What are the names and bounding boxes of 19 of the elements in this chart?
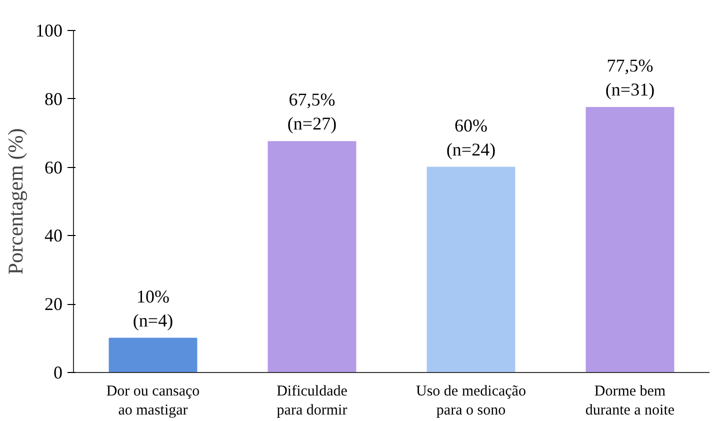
y-tick-label: 20 (44, 294, 62, 314)
data-label: 77,5% (n=31) (605, 55, 655, 100)
data-label: 67,5% (n=27) (287, 90, 337, 134)
y-tick-label: 0 (54, 362, 62, 382)
y-tick-label: 100 (36, 20, 62, 40)
bar (268, 141, 356, 372)
x-tick-label: Dorme bem durante a noite (585, 384, 675, 419)
y-tick-label: 40 (44, 226, 62, 246)
x-tick-label: Dificuldade para dormir (276, 384, 348, 419)
x-tick-label: Uso de medicação para o sono (416, 384, 526, 419)
y-tick-label: 80 (44, 88, 62, 109)
bar (426, 166, 516, 372)
bar (108, 338, 198, 372)
x-tick-label: Dor ou cansaço ao mastigar (106, 384, 200, 419)
data-label: 60% (n=24) (446, 115, 496, 160)
bar (586, 106, 674, 372)
y-axis-title: Porcentagem (%) (4, 128, 28, 275)
data-label: 10% (n=4) (132, 286, 174, 330)
y-tick-label: 60 (44, 157, 62, 178)
